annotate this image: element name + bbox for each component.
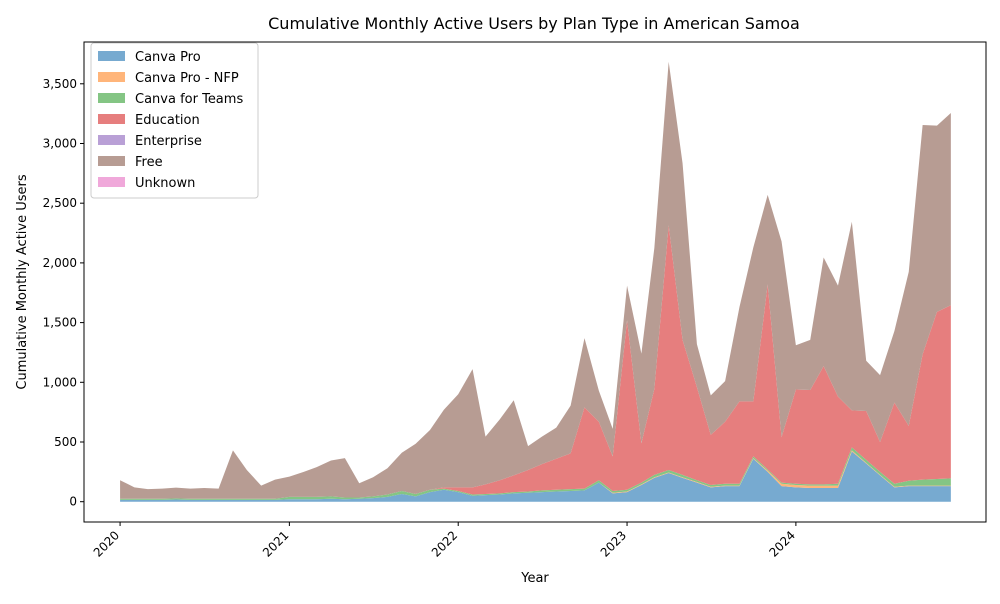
y-axis: 0 500 1,000 1,500 2,000 2,500 3,000 3,500 [43, 77, 84, 509]
y-axis-label: Cumulative Monthly Active Users [15, 174, 30, 389]
legend-label-enterprise: Enterprise [135, 134, 202, 149]
legend-label-education: Education [135, 113, 200, 128]
x-axis: 2020 2021 2022 2023 2024 [91, 522, 798, 560]
area-series-education [120, 225, 951, 499]
x-tick-label: 2021 [260, 528, 291, 559]
legend-swatch-canva-pro-nfp [98, 72, 125, 82]
x-tick-label: 2023 [598, 528, 629, 559]
x-tick-label: 2020 [91, 528, 122, 559]
legend-swatch-free [98, 156, 125, 166]
x-tick-label: 2024 [767, 528, 798, 559]
legend-swatch-enterprise [98, 135, 125, 145]
legend-label-free: Free [135, 155, 163, 170]
area-series-free [120, 61, 951, 499]
y-tick-label: 500 [54, 435, 77, 449]
area-series-canva-pro [120, 451, 951, 502]
legend-label-canva-pro-nfp: Canva Pro - NFP [135, 71, 239, 86]
y-tick-label: 0 [69, 495, 77, 509]
legend-swatch-unknown [98, 177, 125, 187]
areas-layer [120, 61, 951, 502]
legend-label-canva-for-teams: Canva for Teams [135, 92, 243, 107]
x-axis-label: Year [520, 571, 549, 586]
y-tick-label: 2,000 [43, 256, 77, 270]
x-tick-label: 2022 [429, 528, 460, 559]
legend-label-unknown: Unknown [135, 176, 195, 191]
legend-swatch-education [98, 114, 125, 124]
plot-frame [83, 41, 987, 523]
legend-swatch-canva-for-teams [98, 93, 125, 103]
chart-title: Cumulative Monthly Active Users by Plan … [268, 14, 800, 33]
y-tick-label: 1,000 [43, 375, 77, 389]
y-tick-label: 2,500 [43, 196, 77, 210]
y-tick-label: 3,500 [43, 77, 77, 91]
legend: Canva Pro Canva Pro - NFP Canva for Teams E… [90, 42, 259, 199]
legend-label-canva-pro: Canva Pro [135, 50, 201, 65]
legend-swatch-canva-pro [98, 51, 125, 61]
legend-box [90, 42, 259, 199]
y-tick-label: 3,000 [43, 136, 77, 150]
y-tick-label: 1,500 [43, 316, 77, 330]
